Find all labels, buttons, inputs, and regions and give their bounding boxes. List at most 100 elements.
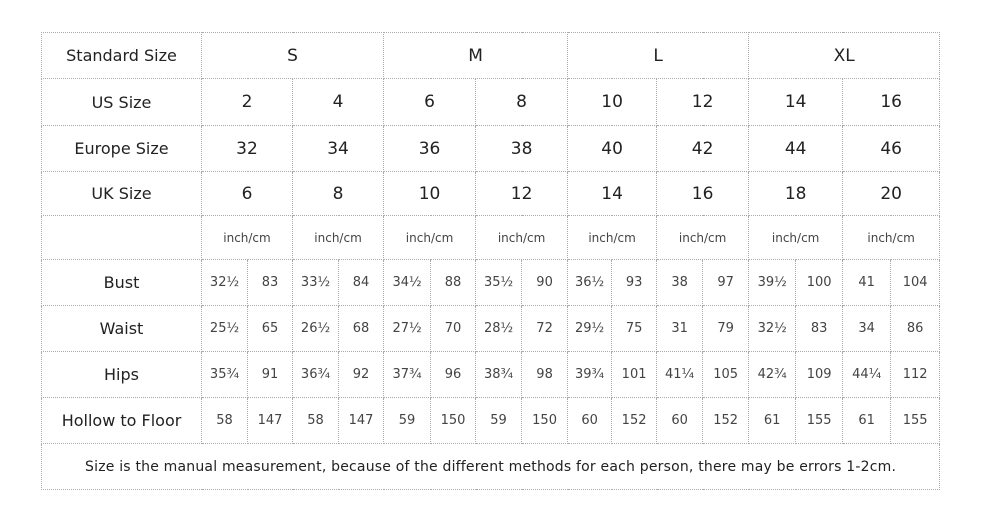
- europe-size-cell: 38: [475, 125, 569, 172]
- hips-value: 92: [337, 351, 385, 398]
- note-row: Size is the manual measurement, because …: [40, 443, 941, 490]
- europe-size-cell: 32: [201, 125, 293, 172]
- waist-value: 68: [337, 305, 385, 352]
- waist-row: Waist 25½ 65 26½ 68 27½ 70 28½ 72 29½ 75 31 79 32½ 83…: [41, 305, 941, 352]
- us-size-cell: 6: [383, 78, 477, 126]
- standard-size-row: Standard Size S M L XL: [41, 32, 941, 79]
- unit-label: inch/cm: [567, 215, 658, 260]
- bust-value: 93: [611, 259, 658, 306]
- uk-size-cell: 16: [656, 171, 750, 216]
- waist-value: 72: [521, 305, 569, 352]
- standard-size-cell: L: [567, 32, 750, 79]
- hollow-to-floor-value: 58: [292, 397, 339, 444]
- hips-value: 91: [247, 351, 293, 398]
- unit-label: inch/cm: [475, 215, 569, 260]
- hips-value: 96: [430, 351, 477, 398]
- unit-label: inch/cm: [842, 215, 941, 260]
- unit-label: inch/cm: [201, 215, 293, 260]
- row-label: Waist: [41, 305, 202, 352]
- europe-size-cell: 46: [842, 125, 941, 172]
- us-size-cell: 10: [567, 78, 658, 126]
- hips-value: 36¾: [292, 351, 339, 398]
- waist-value: 86: [890, 305, 941, 352]
- size-chart-table: Standard Size S M L XL US Size 2 4 6 8 10 12 14 16…: [40, 32, 941, 490]
- waist-value: 27½: [383, 305, 432, 352]
- measurement-note: Size is the manual measurement, because …: [40, 443, 941, 490]
- row-label: Europe Size: [41, 125, 202, 172]
- bust-value: 90: [521, 259, 569, 306]
- us-size-row: US Size 2 4 6 8 10 12 14 16: [41, 78, 941, 126]
- waist-value: 70: [430, 305, 477, 352]
- hips-value: 35¾: [201, 351, 248, 398]
- europe-size-cell: 34: [291, 125, 385, 172]
- hips-value: 101: [611, 351, 658, 398]
- hips-value: 112: [890, 351, 941, 398]
- hollow-to-floor-value: 60: [656, 397, 704, 444]
- hollow-to-floor-value: 150: [521, 397, 569, 444]
- bust-value: 36½: [567, 259, 613, 306]
- hips-value: 37¾: [383, 351, 432, 398]
- row-label: Bust: [41, 259, 202, 306]
- uk-size-cell: 6: [201, 171, 293, 216]
- waist-value: 31: [656, 305, 704, 352]
- hollow-to-floor-value: 150: [430, 397, 477, 444]
- europe-size-cell: 40: [567, 125, 658, 172]
- europe-size-cell: 36: [383, 125, 477, 172]
- bust-value: 32½: [201, 259, 248, 306]
- hips-value: 109: [795, 351, 844, 398]
- hips-value: 105: [702, 351, 750, 398]
- row-label: Hollow to Floor: [41, 397, 202, 444]
- hollow-to-floor-value: 155: [795, 397, 844, 444]
- hollow-to-floor-value: 147: [337, 397, 385, 444]
- bust-value: 39½: [748, 259, 797, 306]
- row-label: UK Size: [41, 171, 202, 216]
- us-size-cell: 2: [201, 78, 293, 126]
- bust-value: 97: [702, 259, 750, 306]
- waist-value: 32½: [748, 305, 797, 352]
- uk-size-cell: 20: [842, 171, 941, 216]
- uk-size-cell: 12: [475, 171, 569, 216]
- waist-value: 29½: [567, 305, 613, 352]
- bust-value: 100: [795, 259, 844, 306]
- uk-size-cell: 8: [291, 171, 385, 216]
- uk-size-cell: 14: [567, 171, 658, 216]
- hollow-to-floor-value: 61: [842, 397, 892, 444]
- bust-value: 88: [430, 259, 477, 306]
- hollow-to-floor-value: 59: [475, 397, 523, 444]
- waist-value: 34: [842, 305, 892, 352]
- row-label: Standard Size: [41, 32, 202, 79]
- us-size-cell: 4: [291, 78, 385, 126]
- hips-row: Hips 35¾ 91 36¾ 92 37¾ 96 38¾ 98 39¾ 101 41¼ 105 42¾…: [41, 351, 941, 398]
- europe-size-cell: 42: [656, 125, 750, 172]
- uk-size-cell: 18: [748, 171, 844, 216]
- bust-value: 38: [656, 259, 704, 306]
- hips-value: 41¼: [656, 351, 704, 398]
- hips-value: 44¼: [842, 351, 892, 398]
- row-label: US Size: [41, 78, 202, 126]
- unit-row: inch/cm inch/cm inch/cm inch/cm inch/cm inch/…: [41, 215, 941, 260]
- uk-size-row: UK Size 6 8 10 12 14 16 18 20: [41, 171, 941, 216]
- europe-size-row: Europe Size 32 34 36 38 40 42 44 46: [41, 125, 941, 172]
- waist-value: 83: [795, 305, 844, 352]
- bust-value: 34½: [383, 259, 432, 306]
- hollow-to-floor-value: 152: [702, 397, 750, 444]
- bust-value: 84: [337, 259, 385, 306]
- empty-cell: [41, 215, 202, 260]
- bust-value: 104: [890, 259, 941, 306]
- us-size-cell: 8: [475, 78, 569, 126]
- bust-row: Bust 32½ 83 33½ 84 34½ 88 35½ 90 36½ 93 38 97 39½ 100…: [41, 259, 941, 306]
- hollow-to-floor-value: 60: [567, 397, 613, 444]
- hollow-to-floor-value: 61: [748, 397, 797, 444]
- unit-label: inch/cm: [748, 215, 844, 260]
- hips-value: 98: [521, 351, 569, 398]
- bust-value: 83: [247, 259, 293, 306]
- unit-label: inch/cm: [291, 215, 385, 260]
- waist-value: 75: [611, 305, 658, 352]
- waist-value: 79: [702, 305, 750, 352]
- waist-value: 28½: [475, 305, 523, 352]
- bust-value: 35½: [475, 259, 523, 306]
- hollow-to-floor-row: Hollow to Floor 58 147 58 147 59 150 59 150 60 15…: [41, 397, 941, 444]
- bust-value: 41: [842, 259, 892, 306]
- standard-size-cell: M: [383, 32, 569, 79]
- waist-value: 65: [247, 305, 293, 352]
